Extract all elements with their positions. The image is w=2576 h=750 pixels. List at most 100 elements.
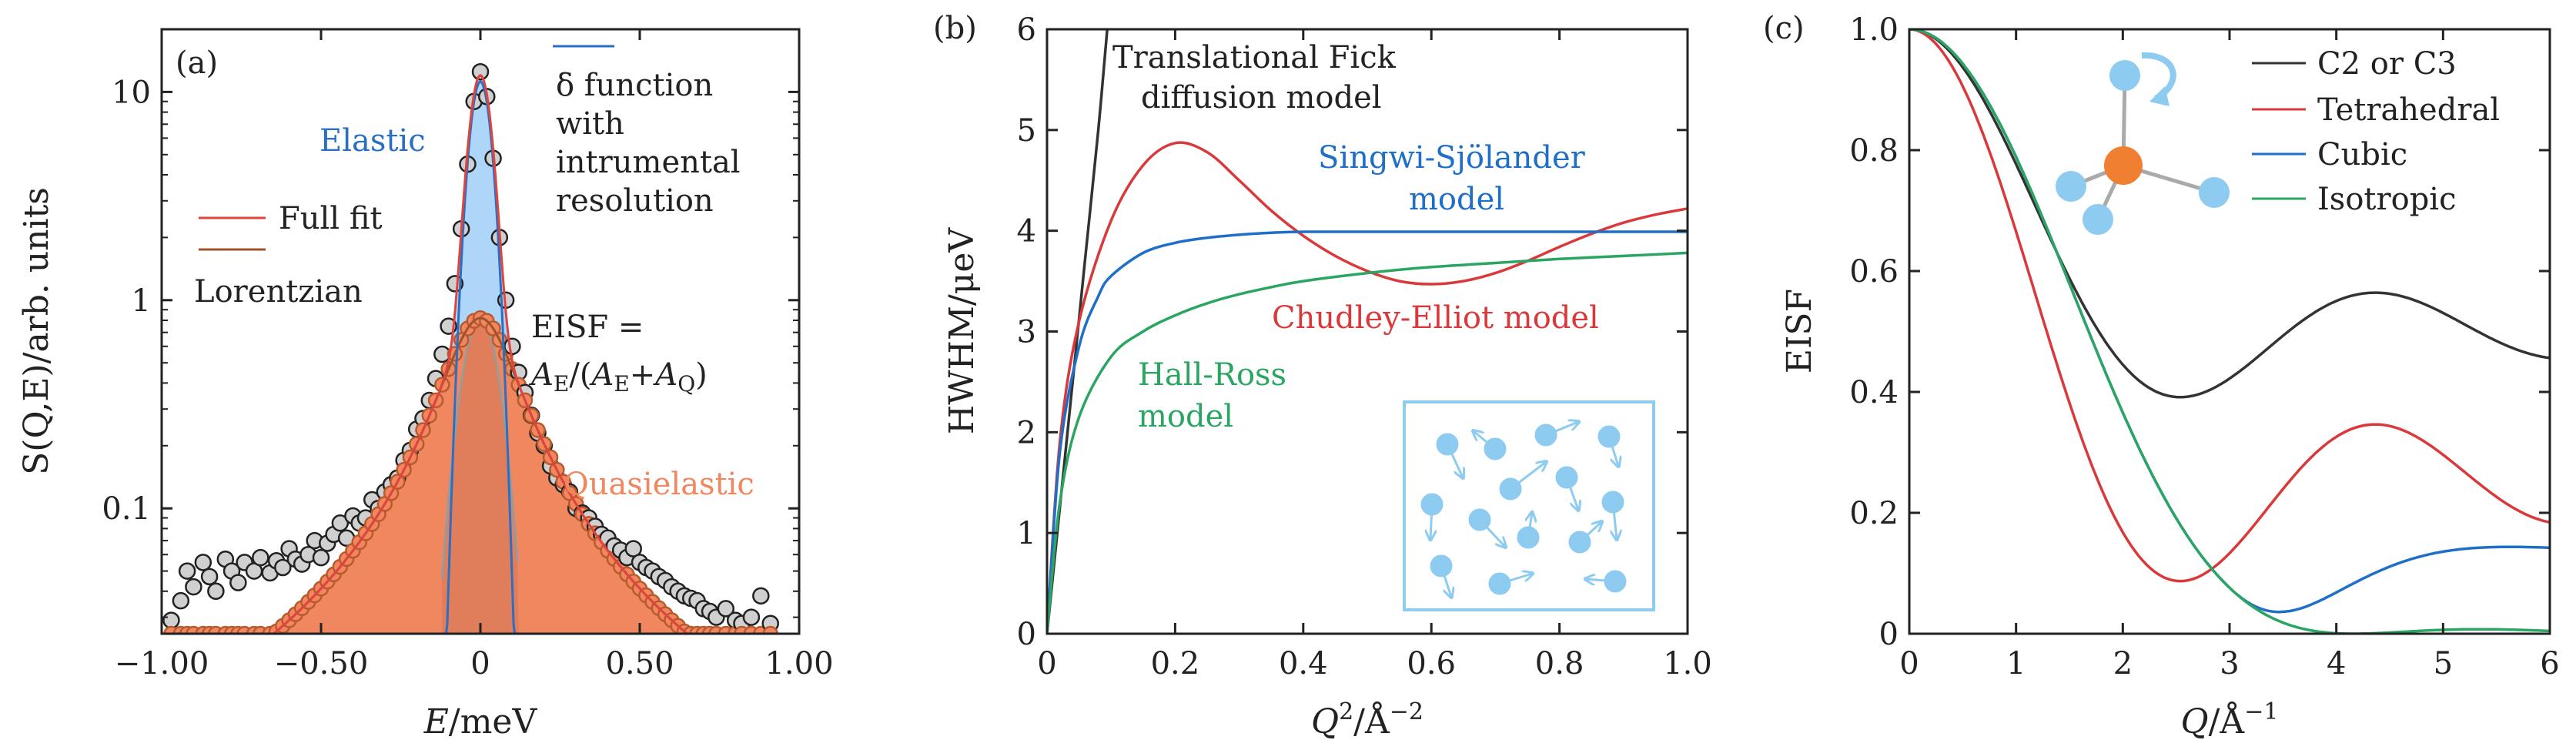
series-line-ce [1047, 141, 1688, 634]
x-tick-label: 0.50 [605, 646, 674, 681]
model-line-c2c3 [1909, 29, 2550, 399]
label-fick-line2: diffusion model [1141, 80, 1382, 116]
x-tick-label: 0.6 [1407, 646, 1456, 681]
full-fit-line [162, 74, 799, 634]
diffusion-inset [1403, 400, 1655, 611]
x-tick-label: 0.4 [1279, 646, 1328, 681]
legend-full-fit-label: Full fit [279, 201, 383, 236]
elastic-core-area [442, 318, 519, 634]
annotation-quasielastic: Quasielastic [564, 467, 754, 502]
data-point [717, 600, 735, 618]
y-tick-label: 0.8 [1849, 133, 1899, 169]
panel-c-x-label-symbol: Q [2181, 702, 2209, 742]
data-point [172, 591, 190, 610]
y-tick-label: 10 [112, 75, 151, 110]
panel-b: 0 0.2 0.4 0.6 0.8 1.0 0 1 2 3 4 5 6 (b) Translationa… [933, 11, 1712, 742]
data-point [624, 540, 642, 557]
x-tick-label: 1.00 [764, 646, 833, 681]
data-point [229, 574, 247, 591]
panel-b-label: (b) [933, 11, 977, 46]
inset-frame [1403, 400, 1655, 611]
x-tick-label: 5 [2434, 646, 2453, 681]
particle-arrow [1478, 518, 1505, 547]
legend-lorentzian-label: Lorentzian [194, 274, 363, 310]
legend-iso-label: Isotropic [2317, 182, 2457, 217]
particle-arrow [1528, 513, 1532, 538]
label-fick-line1: Translational Fick [1112, 40, 1397, 75]
panel-b-model-lines [1047, 29, 1688, 634]
data-point [503, 337, 521, 356]
panel-a-x-label-symbol: E [423, 702, 449, 742]
panel-a-ticks: −1.00 −0.50 0 0.50 1.00 0.1 1 10 [102, 29, 834, 681]
model-line-tetra [1909, 29, 2550, 583]
y-tick-label: 4 [1017, 214, 1036, 249]
annotation-elastic: Elastic [319, 123, 426, 159]
label-hall-ross-line1: Hall-Ross [1138, 357, 1286, 393]
y-tick-label: 6 [1017, 12, 1036, 48]
particle-arrow [1586, 579, 1616, 581]
data-point [471, 62, 490, 81]
particle-arrow [1446, 444, 1463, 477]
x-tick-label: 2 [2113, 646, 2133, 681]
particle-arrow [1613, 501, 1617, 539]
panel-b-y-label: HWHM/μeV [942, 227, 982, 434]
x-tick-label: −0.50 [274, 646, 369, 681]
rotation-arrowhead-icon [2149, 86, 2170, 106]
panel-c: 0 1 2 3 4 5 6 0 0.2 0.4 0.6 0.8 1.0 (c) C2 or C3 Tet… [1763, 11, 2560, 742]
data-point [178, 562, 196, 580]
panel-b-x-label-unit: /Å [1353, 701, 1390, 742]
elastic-area [417, 75, 544, 444]
data-point [185, 578, 202, 596]
x-tick-label: 0.2 [1151, 646, 1200, 681]
panel-c-ticks: 0 1 2 3 4 5 6 0 0.2 0.4 0.6 0.8 1.0 [1849, 12, 2559, 681]
y-tick-label: 3 [1017, 315, 1036, 350]
annotation-eisf-line1: EISF = [531, 310, 644, 345]
legend-delta-line2: with [556, 106, 624, 142]
annotation-eisf-line2: AE/(AE+AQ) [528, 357, 708, 397]
panel-c-x-label-unit: /Å [2209, 701, 2246, 742]
x-tick-label: 0 [1037, 646, 1056, 681]
particle-arrow [1607, 436, 1618, 466]
y-tick-label: 0.2 [1849, 496, 1899, 531]
x-tick-label: 0 [1899, 646, 1919, 681]
particle-arrow [1499, 574, 1532, 585]
hydrogen-atom [2109, 60, 2140, 91]
particle-arrow [1510, 462, 1546, 491]
panel-a-fit-lines [162, 74, 799, 634]
y-tick-label: 0.4 [1849, 375, 1899, 410]
panel-c-legend: C2 or C3 Tetrahedral Cubic Isotropic [2252, 46, 2500, 217]
series-line-hr [1047, 251, 1688, 634]
data-point [331, 514, 350, 532]
label-hall-ross-line2: model [1138, 399, 1233, 434]
panel-b-x-label-symbol: Q [1311, 702, 1339, 742]
legend-delta-line4: resolution [556, 183, 714, 219]
particle-arrow [1430, 504, 1432, 539]
y-tick-label: 0 [1879, 617, 1899, 652]
legend-tetra-label: Tetrahedral [2317, 92, 2500, 128]
panel-c-label: (c) [1763, 11, 1805, 46]
data-point [162, 611, 180, 629]
y-tick-label: 0.1 [102, 491, 151, 527]
label-chudley-elliot: Chudley-Elliot model [1272, 300, 1599, 336]
x-tick-label: 3 [2220, 646, 2239, 681]
panel-a-x-label: E/meV [423, 702, 538, 742]
x-tick-label: 0.8 [1535, 646, 1584, 681]
label-singwi-line2: model [1409, 182, 1504, 217]
panel-c-x-label: Q/Å−1 [2181, 698, 2279, 742]
particle-arrow [1578, 522, 1601, 544]
hydrogen-atom [2199, 177, 2230, 208]
series-line-ss [1047, 230, 1688, 634]
hydrogen-atom [2083, 204, 2113, 235]
x-tick-label: 4 [2327, 646, 2346, 681]
label-singwi-line1: Singwi-Sjölander [1318, 140, 1586, 176]
molecule-inset [2056, 52, 2230, 235]
y-tick-label: 2 [1017, 415, 1036, 450]
legend-cubic-label: Cubic [2317, 137, 2407, 172]
rotation-arrow-icon [2141, 52, 2176, 102]
y-tick-label: 1 [132, 283, 151, 319]
panel-a-label: (a) [176, 45, 218, 81]
panel-a-x-label-unit: /meV [449, 702, 538, 742]
panel-a: −1.00 −0.50 0 0.50 1.00 0.1 1 10 (a) δ function… [17, 28, 834, 742]
legend-c2c3-label: C2 or C3 [2317, 46, 2457, 82]
